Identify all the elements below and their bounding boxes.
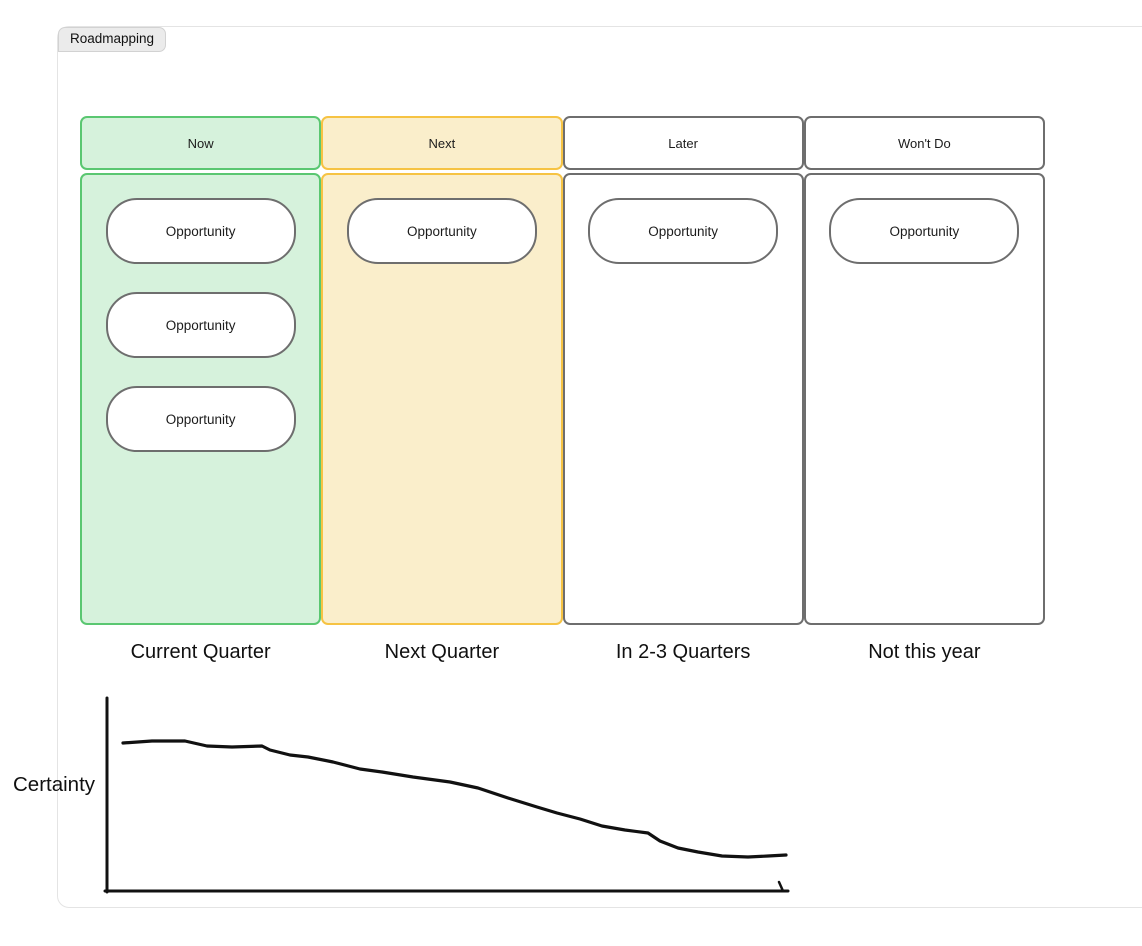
certainty-curve — [121, 739, 788, 859]
timeline-label[interactable]: In 2-3 Quarters — [615, 641, 751, 663]
column-body[interactable]: Opportunity — [803, 173, 1045, 625]
certainty-x-axis-end-hook — [777, 880, 785, 893]
timeline-labels-row: Current Quarter Next Quarter In 2-3 Quarte… — [80, 639, 1045, 665]
opportunity-card[interactable]: Opportunity — [105, 198, 296, 264]
column-header[interactable]: Now — [80, 116, 322, 170]
column-body[interactable]: Opportunity — [321, 173, 563, 625]
opportunity-card[interactable]: Opportunity — [346, 198, 537, 264]
column-body[interactable]: Opportunity — [562, 173, 804, 625]
column-header[interactable]: Later — [562, 116, 804, 170]
opportunity-card[interactable]: Opportunity — [105, 292, 296, 358]
certainty-axis-label[interactable]: Certainty — [13, 773, 96, 796]
board-column: Later Opportunity — [562, 116, 804, 625]
timeline-label[interactable]: Next Quarter — [384, 641, 500, 663]
column-header[interactable]: Won't Do — [803, 116, 1045, 170]
column-body[interactable]: Opportunity Opportunity Opportunity — [80, 173, 322, 625]
frame-title-badge[interactable]: Roadmapping — [58, 27, 167, 52]
timeline-label[interactable]: Current Quarter — [130, 641, 271, 663]
board-column: Now Opportunity Opportunity Opportunity — [80, 116, 322, 625]
column-header-label: Later — [668, 135, 698, 151]
timeline-label[interactable]: Not this year — [868, 641, 981, 663]
board-column: Next Opportunity — [321, 116, 563, 625]
opportunity-card[interactable]: Opportunity — [829, 198, 1020, 264]
column-header-label: Next — [428, 135, 456, 151]
column-header-label: Now — [187, 135, 214, 151]
column-header[interactable]: Next — [321, 116, 563, 170]
opportunity-card[interactable]: Opportunity — [105, 386, 296, 452]
board-column: Won't Do Opportunity — [803, 116, 1045, 625]
board-columns: Now Opportunity Opportunity Opportunity Ne… — [80, 116, 1045, 625]
column-header-label: Won't Do — [897, 135, 951, 151]
opportunity-card[interactable]: Opportunity — [588, 198, 779, 264]
certainty-chart[interactable] — [0, 690, 820, 915]
